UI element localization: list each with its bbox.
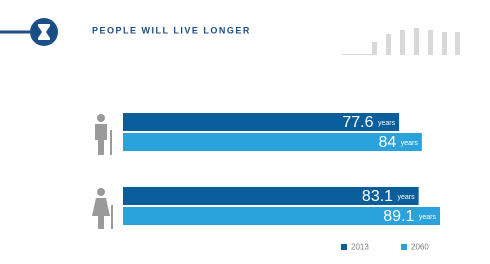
- bar: [123, 133, 422, 151]
- chart-title: PEOPLE WILL LIVE LONGER: [92, 25, 251, 35]
- value-unit: years: [401, 140, 419, 147]
- value-unit: years: [378, 120, 396, 127]
- chart: PEOPLE WILL LIVE LONGER 77.6 years84 yea…: [0, 0, 490, 264]
- value-number: 83.1: [362, 188, 398, 205]
- value-number: 84: [378, 134, 400, 151]
- page: PEOPLE WILL LIVE LONGER 77.6 years84 yea…: [0, 0, 490, 264]
- value-number: 89.1: [383, 208, 419, 225]
- value-unit: years: [419, 214, 437, 221]
- value-unit: years: [398, 194, 416, 201]
- legend-swatch: [341, 244, 347, 250]
- legend-swatch: [401, 244, 407, 250]
- value-number: 77.6: [342, 114, 378, 131]
- legend-label: 2013: [351, 243, 369, 252]
- legend-label: 2060: [411, 243, 429, 252]
